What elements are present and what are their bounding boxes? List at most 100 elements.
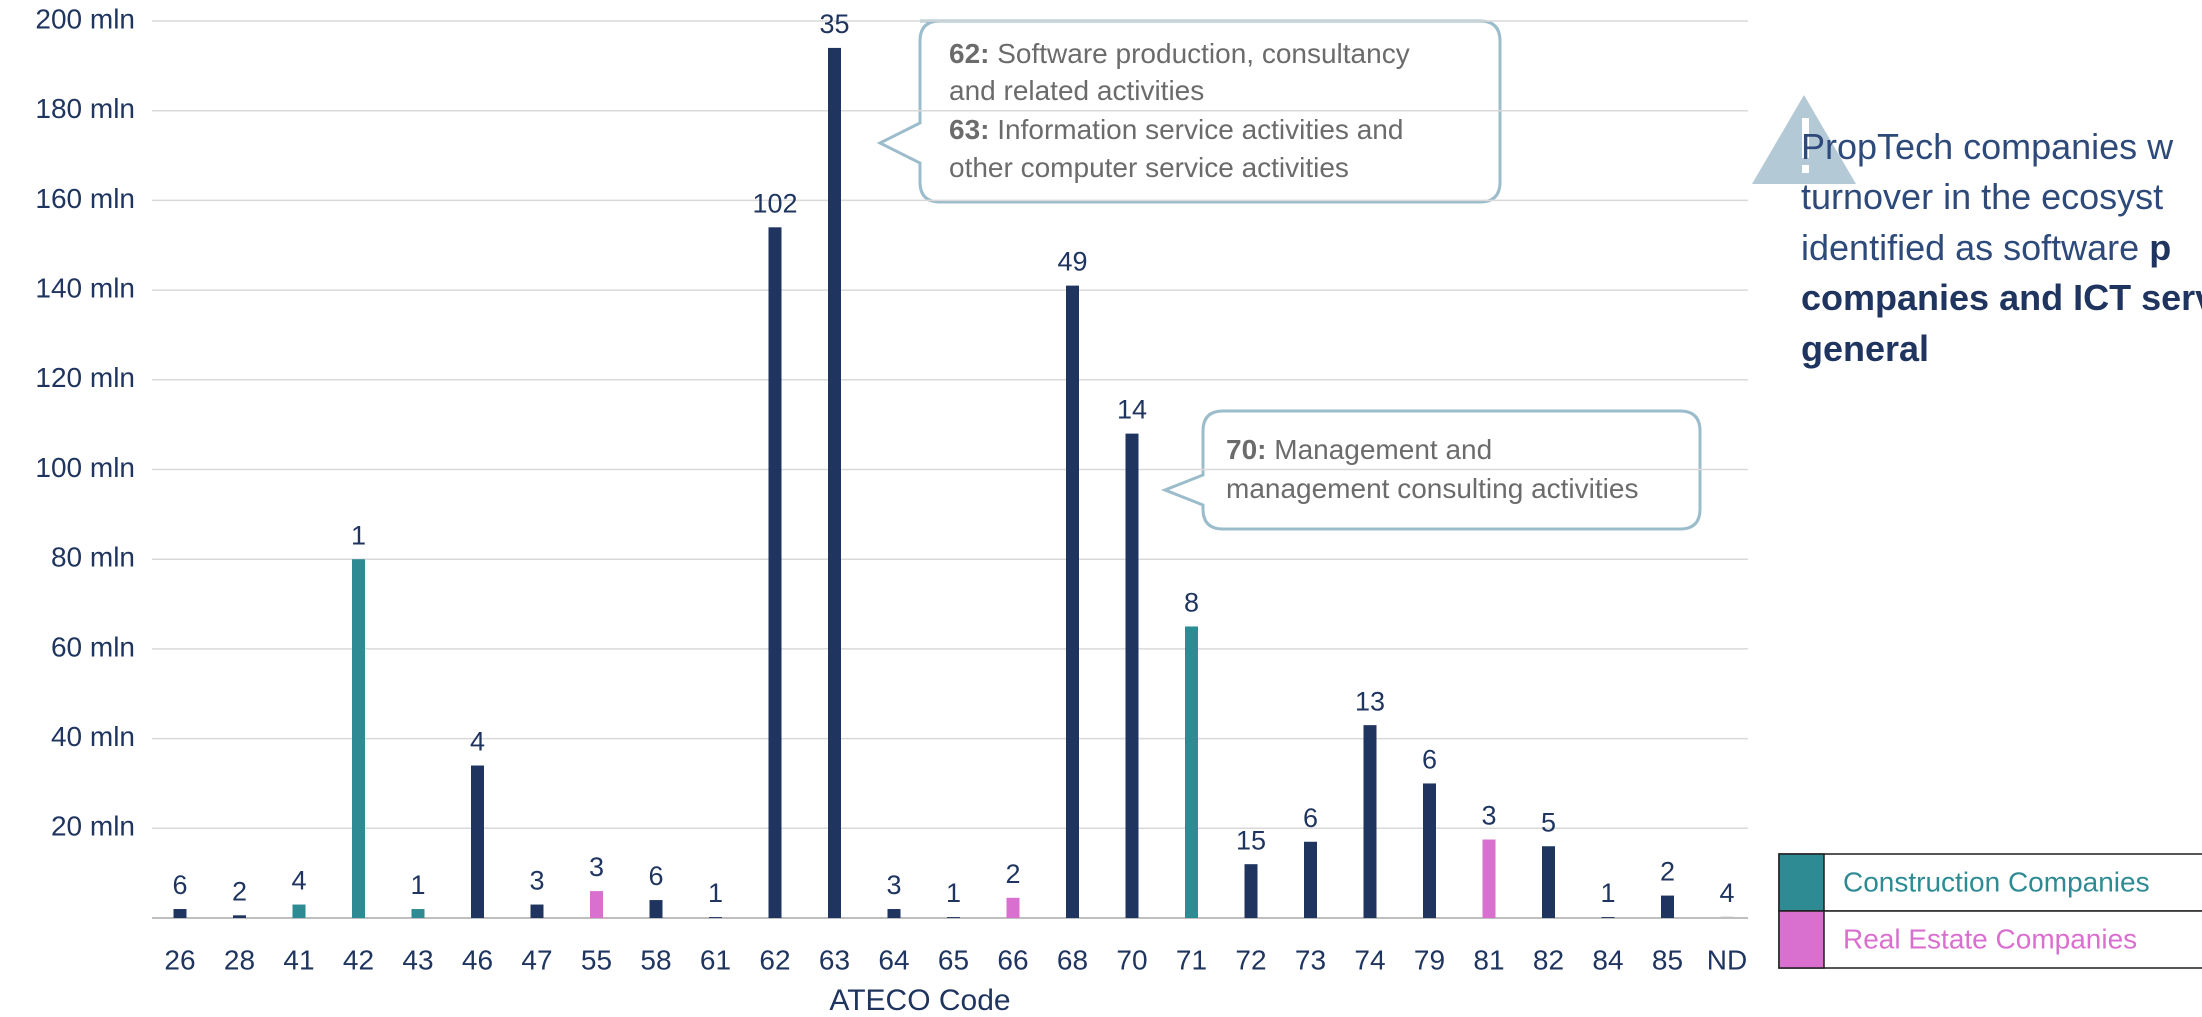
x-tick-label: 74 (1354, 944, 1385, 975)
bar (1185, 626, 1198, 918)
text: PropTech companies w (1801, 126, 2174, 167)
count-label: 3 (1481, 801, 1496, 831)
x-tick-label: 73 (1295, 944, 1326, 975)
text-line: companies and ICT serv (1801, 277, 2202, 318)
text-line: 62: Software production, consultancy (949, 38, 1410, 69)
text: turnover in the ecosyst (1801, 176, 2163, 217)
y-tick-label: 160 mln (35, 183, 135, 214)
bar (1304, 841, 1317, 918)
y-tick-label: 40 mln (51, 721, 135, 752)
text-line: general (1801, 328, 1929, 369)
count-label: 14 (1117, 395, 1147, 425)
bar (649, 900, 663, 918)
count-label: 15 (1236, 825, 1266, 855)
bar (709, 917, 722, 918)
count-label: 35 (819, 9, 849, 39)
bold-text: companies and ICT serv (1801, 277, 2202, 318)
x-tick-label: 26 (164, 944, 195, 975)
legend-label: Real Estate Companies (1843, 923, 2137, 954)
y-tick-label: 200 mln (35, 3, 135, 34)
bar (411, 909, 425, 918)
count-label: 6 (648, 861, 663, 891)
y-tick-label: 80 mln (51, 542, 135, 573)
x-tick-label: 82 (1533, 944, 1564, 975)
x-tick-label: 58 (640, 944, 671, 975)
y-tick-label: 140 mln (35, 272, 135, 303)
x-tick-label: 66 (997, 944, 1028, 975)
x-tick-label: 65 (938, 944, 969, 975)
count-label: 3 (529, 866, 544, 896)
x-tick-label: ND (1707, 944, 1747, 975)
bold-text: p (2149, 227, 2171, 268)
text-line: 70: Management and (1226, 434, 1492, 465)
x-tick-label: 47 (521, 944, 552, 975)
x-tick-label: 81 (1473, 944, 1504, 975)
bar (352, 559, 365, 918)
y-tick-label: 180 mln (35, 93, 135, 124)
y-tick-label: 100 mln (35, 452, 135, 483)
count-label: 3 (589, 852, 604, 882)
count-label: 1 (410, 870, 425, 900)
bar (1720, 916, 1734, 918)
text: and related activities (949, 75, 1204, 106)
x-tick-label: 68 (1057, 944, 1088, 975)
bold-text: 62: (949, 38, 989, 69)
text-line: PropTech companies w (1801, 126, 2174, 167)
bar (173, 909, 187, 918)
text: identified as software (1801, 227, 2149, 268)
callout-box (876, 19, 1502, 204)
bar (292, 904, 306, 918)
count-label: 1 (1600, 878, 1615, 908)
x-tick-label: 55 (581, 944, 612, 975)
text-line: identified as software p (1801, 227, 2171, 268)
bar (1363, 725, 1377, 918)
x-tick-label: 61 (700, 944, 731, 975)
count-label: 3 (886, 870, 901, 900)
x-tick-label: 42 (343, 944, 374, 975)
count-label: 1 (351, 520, 366, 550)
bold-text: 70: (1226, 434, 1266, 465)
text: management consulting activities (1226, 473, 1638, 504)
x-axis-label: ATECO Code (829, 984, 1010, 1017)
x-tick-label: 46 (462, 944, 493, 975)
text: Software production, consultancy (989, 38, 1409, 69)
x-tick-label: 28 (224, 944, 255, 975)
count-label: 49 (1057, 247, 1087, 277)
count-label: 8 (1184, 588, 1199, 618)
count-label: 2 (232, 876, 247, 906)
count-label: 2 (1005, 859, 1020, 889)
x-tick-label: 62 (759, 944, 790, 975)
count-label: 4 (470, 727, 485, 757)
legend-box (1778, 910, 2202, 969)
bar (233, 915, 246, 918)
bold-text: general (1801, 328, 1929, 369)
text-line: and related activities (949, 75, 1204, 106)
x-tick-label: 85 (1652, 944, 1683, 975)
y-tick-label: 20 mln (51, 811, 135, 842)
text-line: 63: Information service activities and (949, 114, 1403, 145)
bar (1542, 846, 1555, 918)
count-label: 2 (1660, 857, 1675, 887)
bar (1423, 783, 1436, 918)
bar (947, 917, 960, 918)
bar (887, 909, 901, 918)
bar (471, 765, 484, 918)
warning-mark (1802, 165, 1809, 173)
y-tick-label: 120 mln (35, 362, 135, 393)
count-label: 6 (1303, 803, 1318, 833)
x-tick-label: 70 (1116, 944, 1147, 975)
bar (1125, 433, 1139, 918)
bar (1601, 917, 1615, 918)
count-label: 102 (752, 188, 797, 218)
text-line: management consulting activities (1226, 473, 1638, 504)
text: Information service activities and (989, 114, 1403, 145)
text: other computer service activities (949, 152, 1349, 183)
bold-text: 63: (949, 114, 989, 145)
x-tick-label: 72 (1235, 944, 1266, 975)
text-line: other computer service activities (949, 152, 1349, 183)
legend-swatch (1778, 910, 1825, 969)
bar (1244, 864, 1258, 918)
bar (1006, 897, 1020, 918)
